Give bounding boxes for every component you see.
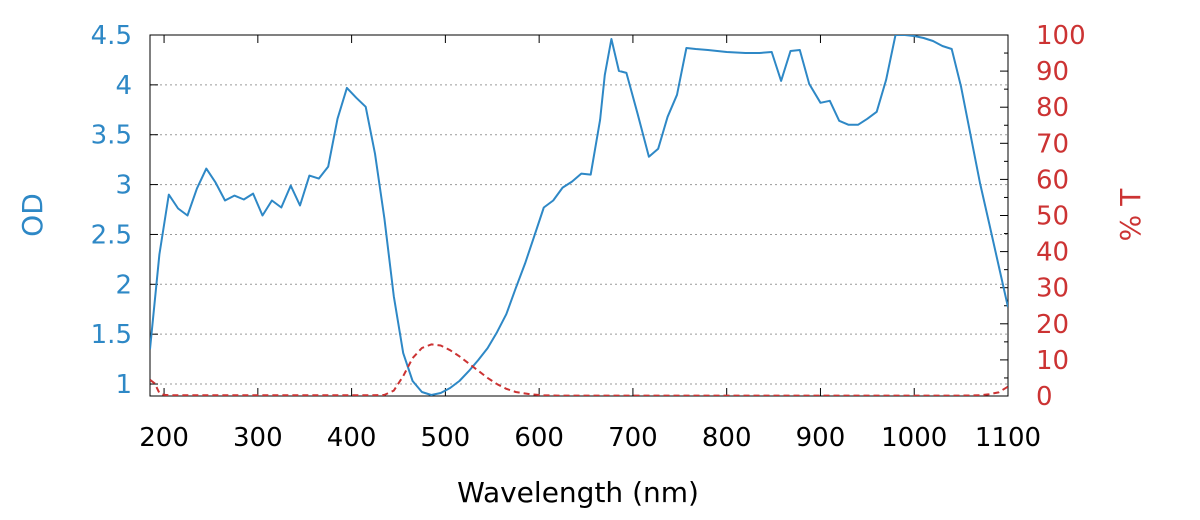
- series-layer: [150, 35, 1008, 396]
- transmission-series-line: [150, 343, 1008, 396]
- x-tick-label: 300: [233, 423, 283, 453]
- right-y-tick-label: 60: [1036, 165, 1069, 195]
- left-y-tick-label: 4: [115, 71, 132, 101]
- left-y-tick-label: 2.5: [91, 220, 132, 250]
- right-y-axis-title: % T: [1114, 188, 1147, 242]
- plot-area-frame: [149, 34, 1009, 397]
- x-tick-label: 200: [139, 423, 189, 453]
- grid-lines: [150, 34, 1008, 385]
- x-tick-label: 700: [608, 423, 658, 453]
- left-y-tick-label: 2: [115, 270, 132, 300]
- tick-marks: [150, 34, 1009, 397]
- right-y-tick-label: 0: [1036, 382, 1053, 412]
- right-y-tick-label: 10: [1036, 346, 1069, 376]
- left-y-tick-label: 1.5: [91, 320, 132, 350]
- x-axis-title: Wavelength (nm): [457, 476, 699, 509]
- x-tick-label: 1000: [881, 423, 947, 453]
- x-tick-label: 1100: [975, 423, 1041, 453]
- x-tick-label: 900: [796, 423, 846, 453]
- right-y-tick-label: 30: [1036, 274, 1069, 304]
- right-y-tick-label: 40: [1036, 238, 1069, 268]
- left-y-tick-label: 3: [115, 171, 132, 201]
- optical-density-series-line: [150, 35, 1008, 396]
- right-y-tick-label: 90: [1036, 57, 1069, 87]
- right-y-tick-label: 80: [1036, 93, 1069, 123]
- x-tick-label: 800: [702, 423, 752, 453]
- right-y-tick-label: 50: [1036, 202, 1069, 232]
- x-tick-label: 500: [421, 423, 471, 453]
- left-y-tick-label: 4.5: [91, 21, 132, 51]
- x-tick-label: 600: [514, 423, 564, 453]
- tick-labels: 1 1.5 2 2.5 3 3.5 4 4.5 0 10 20 30 40 50 60 70 80 90 100 20…: [91, 21, 1086, 453]
- left-y-tick-label: 3.5: [91, 121, 132, 151]
- left-y-tick-label: 1: [115, 370, 132, 400]
- x-tick-label: 400: [327, 423, 377, 453]
- left-y-axis-title: OD: [16, 193, 49, 237]
- right-y-tick-label: 70: [1036, 129, 1069, 159]
- right-y-tick-label: 100: [1036, 21, 1086, 51]
- right-y-tick-label: 20: [1036, 310, 1069, 340]
